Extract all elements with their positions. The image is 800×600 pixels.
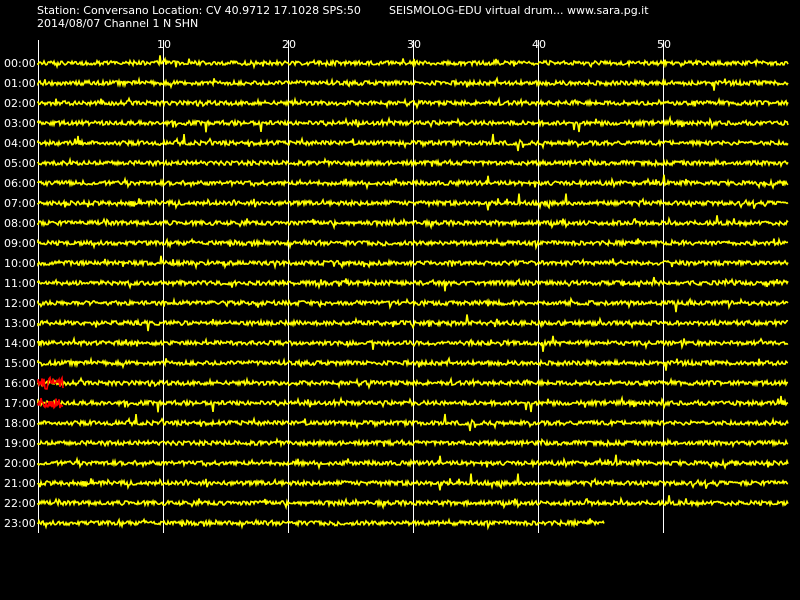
trace-layer	[37, 55, 789, 531]
brand-label: SEISMOLOG-EDU virtual drum... www.sara.p…	[389, 4, 649, 17]
row-time-label: 14:00	[4, 337, 36, 350]
seismic-trace	[37, 473, 789, 491]
seismic-trace	[37, 96, 789, 110]
event-marker	[37, 375, 64, 390]
row-time-label: 22:00	[4, 497, 36, 510]
seismic-trace	[37, 133, 789, 152]
seismic-trace	[37, 55, 789, 70]
seismic-trace	[37, 437, 789, 449]
row-time-label: 15:00	[4, 357, 36, 370]
label-layer: 10 20 30 40 50 00:00 01:00 02:00 03:00 04:00 05:00…	[4, 38, 671, 530]
seismic-trace	[37, 255, 789, 271]
seismic-trace	[37, 454, 789, 471]
row-time-label: 01:00	[4, 77, 36, 90]
row-time-label: 12:00	[4, 297, 36, 310]
x-tick-label: 40	[532, 38, 546, 51]
row-time-label: 05:00	[4, 157, 36, 170]
event-layer	[37, 375, 64, 410]
row-time-label: 02:00	[4, 97, 36, 110]
seismic-trace	[37, 376, 789, 390]
row-time-label: 08:00	[4, 217, 36, 230]
x-tick-label: 10	[157, 38, 171, 51]
seismic-trace	[37, 495, 789, 511]
seismic-trace	[37, 115, 789, 133]
row-time-label: 21:00	[4, 477, 36, 490]
seismic-trace	[37, 193, 789, 211]
seismic-trace	[37, 236, 789, 251]
row-time-label: 19:00	[4, 437, 36, 450]
seismic-trace	[37, 413, 789, 432]
row-time-label: 00:00	[4, 57, 36, 70]
row-time-label: 09:00	[4, 237, 36, 250]
seismic-trace	[37, 314, 789, 332]
seismic-trace	[37, 356, 789, 371]
row-time-label: 13:00	[4, 317, 36, 330]
x-tick-label: 50	[657, 38, 671, 51]
row-time-label: 10:00	[4, 257, 36, 270]
station-info-label: Station: Conversano Location: CV 40.9712…	[37, 4, 361, 17]
seismic-trace	[37, 395, 789, 413]
seismic-trace	[37, 517, 605, 531]
x-tick-label: 20	[282, 38, 296, 51]
row-time-label: 23:00	[4, 517, 36, 530]
seismic-trace	[37, 335, 789, 352]
row-time-label: 17:00	[4, 397, 36, 410]
row-time-label: 11:00	[4, 277, 36, 290]
seismic-trace	[37, 276, 789, 292]
row-time-label: 20:00	[4, 457, 36, 470]
seismic-trace	[37, 76, 789, 91]
row-time-label: 18:00	[4, 417, 36, 430]
seismic-trace	[37, 174, 789, 191]
date-channel-label: 2014/08/07 Channel 1 N SHN	[37, 17, 199, 30]
row-time-label: 04:00	[4, 137, 36, 150]
row-time-label: 03:00	[4, 117, 36, 130]
grid-layer	[38, 40, 664, 533]
row-time-label: 16:00	[4, 377, 36, 390]
row-time-label: 06:00	[4, 177, 36, 190]
seismic-trace	[37, 156, 789, 169]
seismic-trace	[37, 296, 789, 313]
row-time-label: 07:00	[4, 197, 36, 210]
x-tick-label: 30	[407, 38, 421, 51]
seismic-trace	[37, 215, 789, 231]
event-marker	[37, 397, 64, 410]
